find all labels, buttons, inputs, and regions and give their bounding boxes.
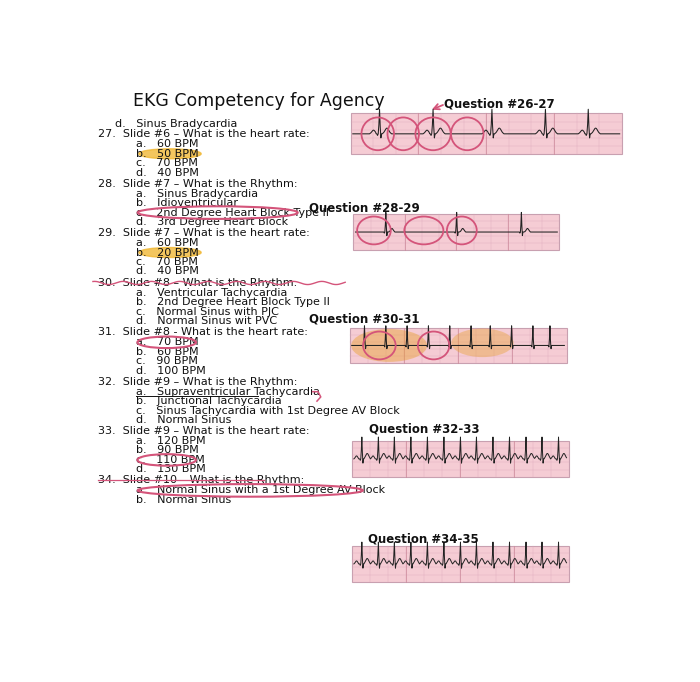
Text: 28.  Slide #7 – What is the Rhythm:: 28. Slide #7 – What is the Rhythm: [98, 179, 298, 189]
Text: a.   Ventricular Tachycardia: a. Ventricular Tachycardia [136, 288, 288, 298]
Text: 30.  Slide #8 – What is the Rhythm:: 30. Slide #8 – What is the Rhythm: [98, 278, 298, 288]
Text: d.   100 BPM: d. 100 BPM [136, 366, 206, 376]
Ellipse shape [139, 149, 201, 159]
Text: d.   40 BPM: d. 40 BPM [136, 168, 199, 178]
Text: d.   40 BPM: d. 40 BPM [136, 267, 199, 276]
Text: a.   60 BPM: a. 60 BPM [136, 139, 199, 149]
Text: 32.  Slide #9 – What is the Rhythm:: 32. Slide #9 – What is the Rhythm: [98, 376, 298, 387]
Text: b.   60 BPM: b. 60 BPM [136, 346, 199, 357]
Text: d.   Sinus Bradycardia: d. Sinus Bradycardia [115, 119, 237, 129]
Text: Question #28-29: Question #28-29 [309, 201, 419, 214]
Text: Question #26-27: Question #26-27 [444, 98, 555, 111]
Ellipse shape [139, 248, 201, 258]
Text: b.   Idioventricular: b. Idioventricular [136, 198, 238, 208]
Ellipse shape [452, 329, 514, 357]
Text: 27.  Slide #6 – What is the heart rate:: 27. Slide #6 – What is the heart rate: [98, 130, 310, 139]
Text: 29.  Slide #7 – What is the heart rate:: 29. Slide #7 – What is the heart rate: [98, 228, 310, 238]
Text: a.   120 BPM: a. 120 BPM [136, 436, 206, 446]
Text: 34.  Slide #10 – What is the Rhythm:: 34. Slide #10 – What is the Rhythm: [98, 475, 304, 486]
Text: Question #32-33: Question #32-33 [369, 423, 479, 436]
Text: 31.  Slide #8 - What is the heart rate:: 31. Slide #8 - What is the heart rate: [98, 327, 308, 338]
Bar [351, 441, 568, 477]
Text: a.   Sinus Bradycardia: a. Sinus Bradycardia [136, 189, 258, 198]
Bar [354, 214, 559, 250]
Text: c.   2nd Degree Heart Block Type II: c. 2nd Degree Heart Block Type II [136, 207, 329, 218]
Ellipse shape [351, 329, 427, 362]
Text: 33.  Slide #9 – What is the heart rate:: 33. Slide #9 – What is the heart rate: [98, 426, 310, 436]
Bar [351, 546, 568, 582]
Text: a.   70 BPM: a. 70 BPM [136, 338, 199, 347]
Text: a.   Supraventricular Tachycardia: a. Supraventricular Tachycardia [136, 387, 321, 397]
Text: EKG Competency for Agency: EKG Competency for Agency [132, 92, 384, 110]
Text: Question #34-35: Question #34-35 [368, 532, 480, 545]
Text: d.   3rd Degree Heart Block: d. 3rd Degree Heart Block [136, 217, 288, 227]
Text: c.   70 BPM: c. 70 BPM [136, 158, 198, 168]
Text: Question #30-31: Question #30-31 [309, 312, 419, 325]
Bar [351, 113, 622, 154]
Text: c.   110 BPM: c. 110 BPM [136, 455, 205, 465]
Text: b.   Junctional Tachycardia: b. Junctional Tachycardia [136, 396, 282, 406]
Text: b.   90 BPM: b. 90 BPM [136, 445, 199, 456]
Text: a.   60 BPM: a. 60 BPM [136, 238, 199, 248]
Text: d.   130 BPM: d. 130 BPM [136, 464, 206, 475]
Text: d.   Normal Sinus: d. Normal Sinus [136, 415, 232, 425]
Text: b.   50 BPM: b. 50 BPM [136, 149, 199, 159]
Text: c.   70 BPM: c. 70 BPM [136, 257, 198, 267]
Text: b.   20 BPM: b. 20 BPM [136, 248, 199, 258]
Text: d.   Normal Sinus wit PVC: d. Normal Sinus wit PVC [136, 316, 277, 326]
Text: b.   2nd Degree Heart Block Type II: b. 2nd Degree Heart Block Type II [136, 297, 330, 308]
Text: a.   Normal Sinus with a 1st Degree AV Block: a. Normal Sinus with a 1st Degree AV Blo… [136, 486, 386, 495]
Text: b.   Normal Sinus: b. Normal Sinus [136, 495, 232, 505]
Bar [349, 327, 566, 364]
Text: c.   Sinus Tachycardia with 1st Degree AV Block: c. Sinus Tachycardia with 1st Degree AV … [136, 406, 400, 415]
Text: c.   Normal Sinus with PJC: c. Normal Sinus with PJC [136, 307, 279, 317]
Text: c.   90 BPM: c. 90 BPM [136, 356, 198, 366]
